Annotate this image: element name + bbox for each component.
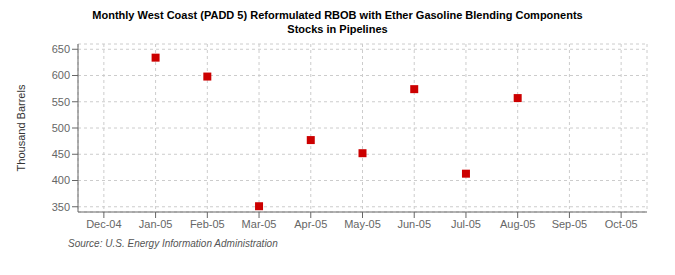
svg-text:350: 350 bbox=[52, 201, 70, 213]
html-text:Stocks in Pipelines: Stocks in Pipelines bbox=[287, 23, 388, 35]
svg-text:550: 550 bbox=[52, 96, 70, 108]
html-text:Source: U.S. Energy Informatio: Source: U.S. Energy Information Administ… bbox=[68, 238, 278, 249]
svg-text:Jul-05: Jul-05 bbox=[451, 218, 481, 230]
svg-text:Thousand Barrels: Thousand Barrels bbox=[15, 84, 27, 171]
svg-text:600: 600 bbox=[52, 69, 70, 81]
svg-text:Dec-04: Dec-04 bbox=[86, 218, 121, 230]
svg-text:Oct-05: Oct-05 bbox=[605, 218, 638, 230]
svg-text:400: 400 bbox=[52, 174, 70, 186]
svg-text:Sep-05: Sep-05 bbox=[552, 218, 587, 230]
svg-text:Apr-05: Apr-05 bbox=[294, 218, 327, 230]
svg-text:May-05: May-05 bbox=[344, 218, 381, 230]
svg-text:Aug-05: Aug-05 bbox=[500, 218, 535, 230]
svg-text:Jan-05: Jan-05 bbox=[139, 218, 173, 230]
svg-text:Mar-05: Mar-05 bbox=[242, 218, 277, 230]
svg-text:Feb-05: Feb-05 bbox=[190, 218, 225, 230]
svg-text:Jun-05: Jun-05 bbox=[397, 218, 431, 230]
svg-text:500: 500 bbox=[52, 122, 70, 134]
html-text:Monthly West Coast (PADD 5) Re: Monthly West Coast (PADD 5) Reformulated… bbox=[92, 9, 583, 21]
svg-text:650: 650 bbox=[52, 43, 70, 55]
svg-text:450: 450 bbox=[52, 148, 70, 160]
